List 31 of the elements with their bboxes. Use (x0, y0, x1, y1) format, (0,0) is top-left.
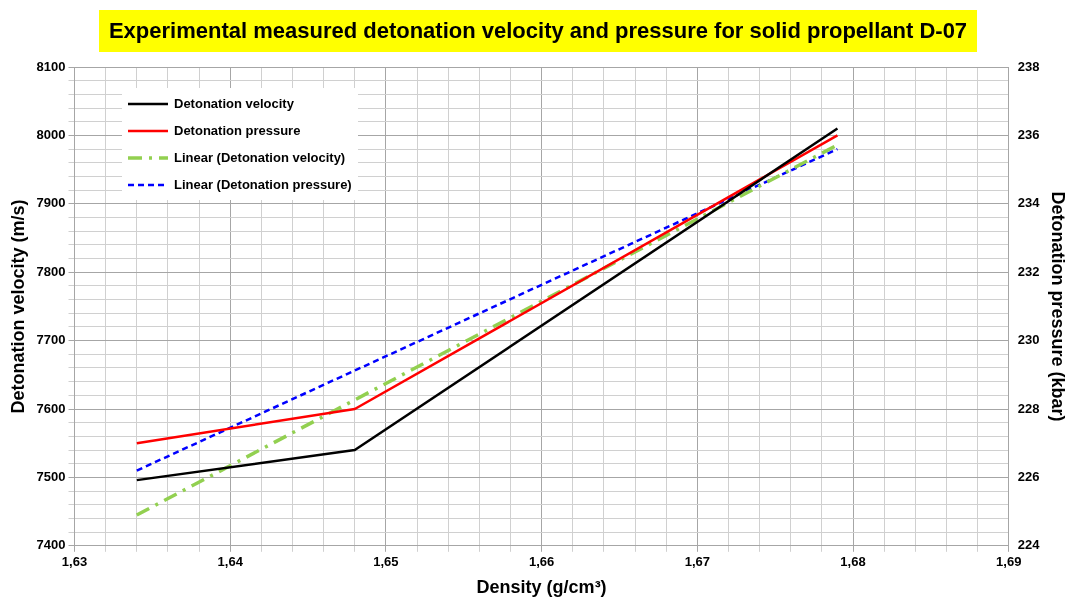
x-tick-label: 1,66 (528, 554, 555, 570)
x-tick-label: 1,67 (684, 554, 710, 570)
x-tick-label: 1,63 (61, 554, 88, 570)
y2-tick-label: 238 (1017, 58, 1040, 74)
chart-title: Experimental measured detonation velocity and pressure for solid propellant D-07 (98, 10, 978, 52)
y2-tick-label: 236 (1017, 126, 1040, 142)
legend-label: Detonation velocity (174, 96, 294, 111)
y2-tick-label: 228 (1017, 400, 1040, 416)
y-tick-label: 7500 (36, 468, 66, 484)
x-tick-label: 1,69 (996, 554, 1022, 570)
x-tick-label: 1,64 (217, 554, 244, 570)
y2-tick-label: 234 (1017, 195, 1041, 211)
y2-tick-label: 230 (1017, 332, 1040, 348)
legend-label: Detonation pressure (174, 123, 301, 138)
y-tick-label: 8000 (36, 126, 66, 142)
y2-axis-title: Detonation pressure (kbar) (1048, 191, 1069, 422)
legend-label: Linear (Detonation pressure) (174, 177, 352, 192)
y-tick-label: 7900 (36, 195, 66, 211)
y-tick-label: 7700 (36, 332, 66, 348)
y-tick-label: 7400 (36, 537, 66, 553)
y2-tick-label: 226 (1017, 468, 1040, 484)
x-axis-title: Density (g/cm³) (476, 577, 607, 598)
y2-tick-label: 232 (1017, 263, 1040, 279)
x-tick-label: 1,65 (373, 554, 399, 570)
y2-tick-label: 224 (1017, 537, 1041, 553)
x-tick-label: 1,68 (840, 554, 866, 570)
y-tick-label: 7600 (36, 400, 66, 416)
legend-label: Linear (Detonation velocity) (174, 150, 346, 165)
y-axis-title: Detonation velocity (m/s) (7, 199, 28, 414)
y-tick-label: 7800 (36, 263, 66, 279)
y-tick-label: 8100 (36, 58, 66, 74)
